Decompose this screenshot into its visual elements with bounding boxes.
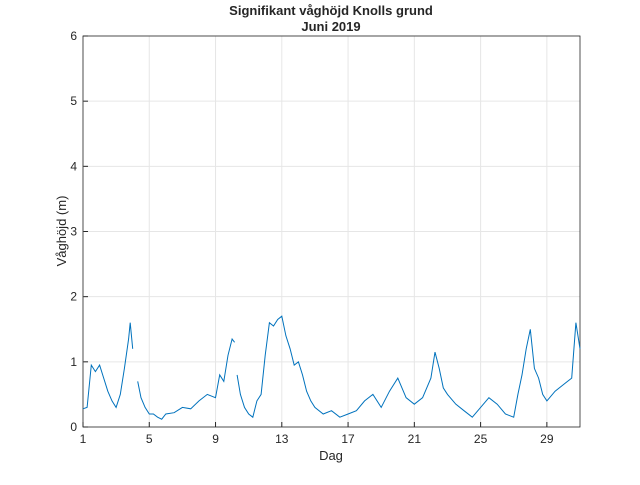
x-axis-label: Dag [319,448,343,463]
chart-subtitle: Juni 2019 [301,19,360,34]
x-tick-label: 21 [408,432,422,446]
x-tick-label: 9 [212,432,219,446]
x-tick-label: 17 [341,432,355,446]
y-tick-label: 4 [70,159,77,173]
y-tick-label: 1 [70,355,77,369]
chart-title: Signifikant våghöjd Knolls grund [229,3,433,18]
y-tick-label: 5 [70,94,77,108]
y-tick-label: 3 [70,225,77,239]
x-tick-label: 1 [80,432,87,446]
data-line [82,315,581,420]
y-tick-label: 0 [70,420,77,434]
x-tick-label: 13 [275,432,289,446]
x-tick-label: 29 [540,432,554,446]
x-tick-label: 5 [146,432,153,446]
x-tick-label: 25 [474,432,488,446]
plot-frame [82,35,581,428]
y-tick-label: 6 [70,29,77,43]
y-tick-label: 2 [70,290,77,304]
y-axis-label: Våghöjd (m) [54,196,69,267]
